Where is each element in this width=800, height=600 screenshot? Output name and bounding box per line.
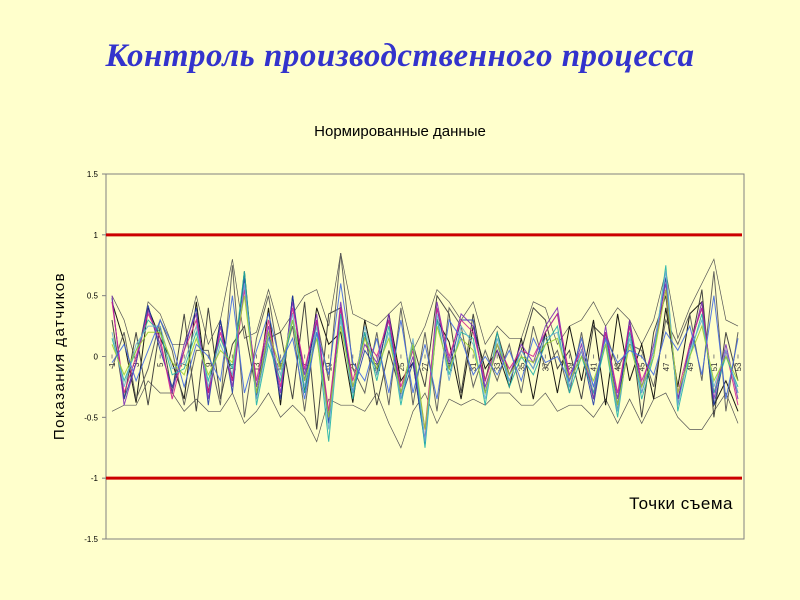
x-tick-label: 5 [156, 362, 165, 367]
x-tick-label: 35 [517, 362, 526, 371]
x-axis-label: Точки съема [629, 494, 733, 513]
x-tick-label: 27 [421, 362, 430, 371]
sensor-envelope [111, 253, 739, 449]
y-axis-label: Показания датчиков [51, 272, 68, 440]
x-tick-label: 7 [180, 362, 189, 367]
x-tick-label: 21 [349, 362, 358, 371]
y-tick-label: 1.5 [87, 170, 99, 179]
x-tick-label: 51 [710, 362, 719, 371]
x-tick-label: 1 [108, 362, 117, 367]
sensor-series [111, 253, 739, 448]
y-axis-ticks: 1.5 1 0.5 0 -0.5 -1 -1.5 [84, 170, 106, 544]
y-tick-label: 0.5 [87, 292, 99, 301]
y-tick-label: 0 [94, 353, 99, 362]
envelope-lower [111, 380, 739, 449]
x-tick-label: 9 [204, 362, 213, 367]
x-tick-label: 47 [662, 362, 671, 371]
x-tick-label: 39 [565, 362, 574, 371]
x-tick-label: 3 [132, 362, 141, 367]
slide-title: Контроль производственного процесса [105, 38, 695, 74]
x-tick-label: 45 [638, 362, 647, 371]
x-tick-label: 41 [590, 362, 599, 371]
y-tick-label: -1 [91, 474, 99, 483]
y-tick-label: 1 [94, 231, 99, 240]
control-limits [106, 233, 742, 480]
y-tick-label: -0.5 [84, 413, 98, 422]
series-line-10 [111, 283, 739, 400]
envelope-upper [111, 253, 739, 363]
x-tick-label: 53 [734, 362, 743, 371]
x-tick-label: 33 [493, 362, 502, 371]
y-tick-label: -1.5 [84, 535, 98, 544]
x-tick-label: 13 [252, 362, 261, 371]
x-tick-label: 19 [325, 362, 334, 371]
series-line-9 [111, 289, 739, 430]
x-tick-label: 25 [397, 362, 406, 371]
x-tick-label: 37 [541, 362, 550, 371]
x-tick-label: 31 [469, 362, 478, 371]
x-tick-label: 49 [686, 362, 695, 371]
chart-title: Нормированные данные [314, 123, 486, 140]
